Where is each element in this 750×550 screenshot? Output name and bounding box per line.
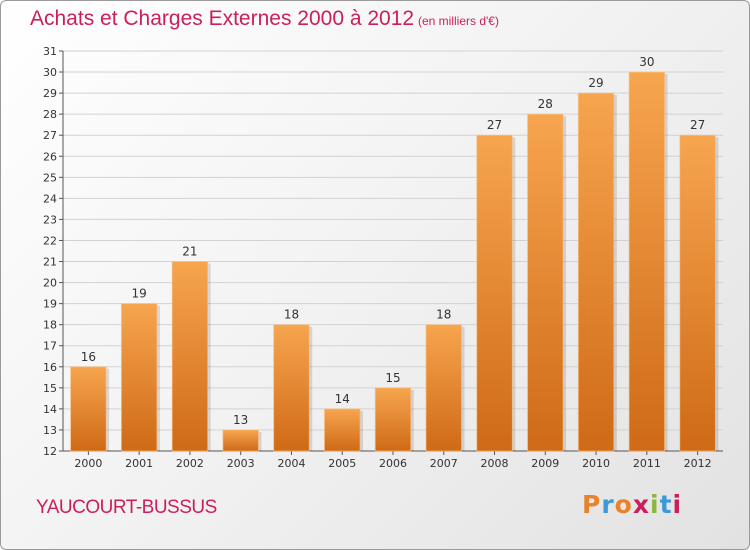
- bar-2009[interactable]: [527, 114, 564, 451]
- bar-value-label: 29: [588, 76, 603, 90]
- bar-outline: [171, 261, 209, 452]
- bar-2012[interactable]: [679, 135, 716, 452]
- x-tick-label: 2007: [430, 457, 458, 470]
- x-tick-label: 2010: [582, 457, 610, 470]
- y-tick-label: 27: [43, 129, 57, 142]
- logo-letter: i: [650, 490, 660, 519]
- logo-letter: r: [601, 490, 615, 519]
- x-tick-label: 2002: [176, 457, 204, 470]
- proxiti-logo[interactable]: Proxiti: [582, 490, 682, 519]
- y-tick-label: 24: [43, 192, 57, 205]
- y-tick-label: 25: [43, 171, 57, 184]
- bar-2006[interactable]: [375, 387, 411, 451]
- labels: 16 19 21 13 18 14 15 18 27 28 29 30 27: [81, 55, 706, 427]
- logo-letter: t: [659, 490, 673, 519]
- y-tick-label: 28: [43, 108, 57, 121]
- bar-value-label: 15: [385, 371, 400, 385]
- y-tick-label: 13: [43, 424, 57, 437]
- bar-value-label: 21: [182, 245, 197, 259]
- y-tick-label: 15: [43, 382, 57, 395]
- bar-2004[interactable]: [273, 324, 310, 451]
- y-tick-label: 21: [43, 256, 57, 269]
- bar-value-label: 19: [132, 287, 147, 301]
- logo-letter: i: [672, 490, 683, 519]
- logo-letter: P: [582, 490, 602, 519]
- logo-letter: o: [614, 490, 633, 519]
- y-tick-label: 16: [43, 361, 57, 374]
- x-tick-label: 2009: [531, 457, 559, 470]
- bar-value-label: 27: [690, 118, 705, 132]
- bar-outline: [476, 134, 513, 452]
- x-tick-label: 2004: [277, 457, 305, 470]
- bar-outline: [222, 429, 259, 452]
- bar-2003[interactable]: [222, 429, 259, 451]
- bar-2008[interactable]: [476, 135, 513, 452]
- y-tick-label: 14: [43, 403, 57, 416]
- x-tick-label: 2005: [328, 457, 356, 470]
- y-tick-label: 20: [43, 277, 57, 290]
- bar-value-label: 14: [335, 392, 350, 406]
- y-tick-label: 19: [43, 298, 57, 311]
- bar-outline: [273, 324, 310, 452]
- y-tick-label: 23: [43, 213, 57, 226]
- y-tick-label: 18: [43, 319, 57, 332]
- bars: [70, 71, 719, 452]
- bar-value-label: 28: [538, 97, 553, 111]
- x-tick-label: 2001: [125, 457, 153, 470]
- y-tick-label: 30: [43, 66, 57, 79]
- x-tick-label: 2012: [684, 457, 712, 470]
- bar-2005[interactable]: [324, 408, 360, 451]
- bar-2001[interactable]: [121, 303, 157, 451]
- bar-2000[interactable]: [70, 366, 107, 451]
- y-tick-label: 12: [43, 445, 57, 458]
- bar-2002[interactable]: [172, 261, 208, 451]
- bar-outline: [374, 387, 412, 452]
- y-tick-label: 17: [43, 340, 57, 353]
- commune-name: YAUCOURT-BUSSUS: [36, 497, 217, 518]
- bar-value-label: 18: [284, 308, 299, 322]
- y-tick-label: 29: [43, 87, 57, 100]
- x-tick-label: 2011: [633, 457, 661, 470]
- bar-outline: [577, 92, 615, 452]
- bar-outline: [120, 303, 158, 452]
- bar-2011[interactable]: [629, 72, 665, 451]
- x-tick-label: 2003: [227, 457, 255, 470]
- x-tick-label: 2006: [379, 457, 407, 470]
- bar-outline: [679, 134, 716, 452]
- bar-outline: [628, 71, 666, 452]
- bar-outline: [527, 113, 564, 452]
- bar-value-label: 13: [233, 413, 248, 427]
- y-tick-label: 26: [43, 150, 57, 163]
- logo-letter: x: [632, 490, 650, 519]
- x-tick-label: 2000: [74, 457, 102, 470]
- y-tick-label: 22: [43, 234, 57, 247]
- bar-outline: [324, 408, 361, 452]
- bar-outline: [70, 366, 107, 452]
- bar-value-label: 30: [639, 55, 654, 69]
- bar-2010[interactable]: [578, 93, 614, 452]
- bar-value-label: 27: [487, 118, 502, 132]
- chart-title: Achats et Charges Externes 2000 à 2012: [30, 7, 415, 30]
- bar-value-label: 18: [436, 308, 451, 322]
- y-tick-label: 31: [43, 45, 57, 58]
- bar-value-label: 16: [81, 350, 96, 364]
- x-tick-label: 2008: [481, 457, 509, 470]
- chart-subtitle: (en milliers d'€): [418, 14, 499, 28]
- bar-2007[interactable]: [426, 324, 462, 451]
- bar-outline: [425, 324, 462, 452]
